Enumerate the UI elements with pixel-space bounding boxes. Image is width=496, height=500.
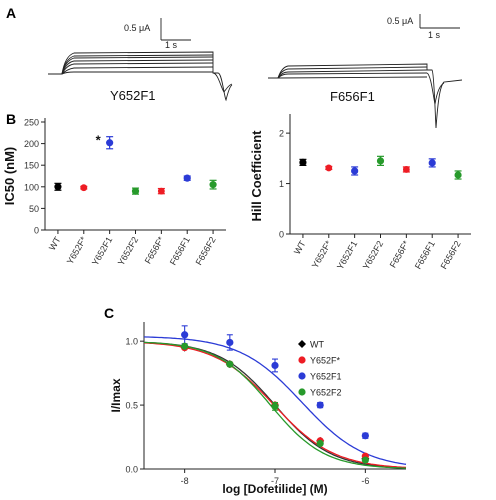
data-point: [157, 187, 165, 195]
data-point: [271, 361, 279, 370]
data-point: [181, 342, 189, 350]
x-tick-label: F656F*: [143, 235, 167, 266]
legend-label: Y652F2: [310, 388, 342, 398]
data-point: [181, 331, 189, 339]
y-tick-label: 1: [279, 179, 284, 189]
data-point: [428, 159, 436, 167]
data-point: [402, 166, 410, 173]
trace-label-y652f1: Y652F1: [110, 88, 156, 103]
data-point: [361, 432, 369, 440]
y-tick-label: 0.0: [125, 465, 138, 475]
data-point: [361, 456, 369, 464]
y-axis-label: I/Imax: [109, 378, 123, 412]
x-tick-label: F656F1: [168, 235, 192, 267]
data-point: [271, 402, 279, 410]
legend-label: Y652F*: [310, 356, 341, 366]
trace-group-f656f1: 0.5 μA 1 s F656F1: [268, 14, 463, 129]
x-tick-label: -6: [361, 476, 369, 486]
legend-marker: [298, 388, 306, 396]
y-tick-label: 250: [24, 118, 39, 128]
legend-label: Y652F1: [310, 372, 342, 382]
x-tick-label: F656F2: [439, 239, 463, 271]
x-tick-label: Y652F1: [90, 235, 114, 267]
data-point: [226, 338, 234, 347]
panel-a-letter: A: [6, 5, 16, 21]
scale-current-label-f656f1: 0.5 μA: [387, 16, 413, 26]
y-tick-label: 1.0: [125, 337, 138, 347]
x-tick-label: WT: [292, 239, 308, 257]
y-tick-label: 150: [24, 161, 39, 171]
x-tick-label: WT: [47, 235, 63, 253]
x-tick-label: -8: [181, 476, 189, 486]
data-point: [325, 164, 333, 172]
panel-b-letter: B: [6, 111, 16, 127]
significance-marker: *: [96, 133, 102, 148]
data-point: [299, 158, 307, 166]
x-tick-label: Y652F2: [116, 235, 140, 267]
x-axis-label: log [Dofetilide] (M): [222, 482, 327, 496]
y-axis-label: IC50 (nM): [2, 147, 17, 206]
data-point: [209, 181, 217, 189]
legend-label: WT: [310, 340, 324, 350]
current-traces-y652f1: [48, 51, 233, 102]
y-tick-label: 0: [34, 226, 39, 236]
scale-time-label-f656f1: 1 s: [428, 30, 441, 40]
legend-marker: [298, 340, 306, 348]
data-point: [376, 157, 385, 165]
trace-group-y652f1: 0.5 μA 1 s Y652F1: [48, 18, 233, 103]
y-tick-label: 2: [279, 129, 284, 139]
data-point: [316, 439, 324, 448]
data-point: [131, 187, 140, 195]
legend-marker: [298, 372, 306, 380]
y-tick-label: 0.5: [125, 401, 138, 411]
y-tick-label: 100: [24, 182, 39, 192]
data-point: [183, 174, 191, 182]
data-point: [54, 183, 62, 191]
current-traces-f656f1: [268, 63, 463, 129]
data-point: [106, 139, 114, 147]
scale-bar-f656f1: [419, 14, 460, 29]
dose-response-chart: 0.0 0.5 1.0 -8 -7 -6 log [Dofetilide] (M) I/Ima…: [109, 322, 407, 496]
trace-label-f656f1: F656F1: [330, 89, 375, 104]
legend-marker: [298, 356, 306, 364]
x-tick-label: Y652F1: [335, 239, 359, 271]
x-tick-label: F656F2: [194, 235, 218, 267]
fit-curve-y652f1: [143, 336, 407, 465]
data-point: [454, 171, 462, 179]
panel-c-letter: C: [104, 305, 114, 321]
x-tick-label: Y652F*: [65, 235, 89, 266]
data-point: [316, 401, 324, 409]
ic50-chart: 0 50 100 150 200 250 IC50 (nM) WT Y652F* Y652F1 Y6…: [2, 118, 226, 267]
x-tick-label: -7: [271, 476, 279, 486]
data-point: [226, 360, 234, 368]
scale-current-label-y652f1: 0.5 μA: [124, 23, 150, 33]
x-tick-label: F656F1: [413, 239, 437, 271]
x-tick-label: Y652F*: [310, 239, 334, 270]
y-tick-label: 0: [279, 230, 284, 240]
y-tick-label: 50: [29, 204, 39, 214]
data-point: [80, 184, 88, 192]
scale-bar-y652f1: [160, 18, 191, 41]
x-tick-label: Y652F2: [361, 239, 385, 271]
x-tick-label: F656F*: [388, 239, 412, 270]
data-point: [351, 167, 359, 175]
y-tick-label: 200: [24, 139, 39, 149]
scale-time-label-y652f1: 1 s: [165, 40, 178, 50]
y-axis-label: Hill Coefficient: [249, 130, 264, 222]
